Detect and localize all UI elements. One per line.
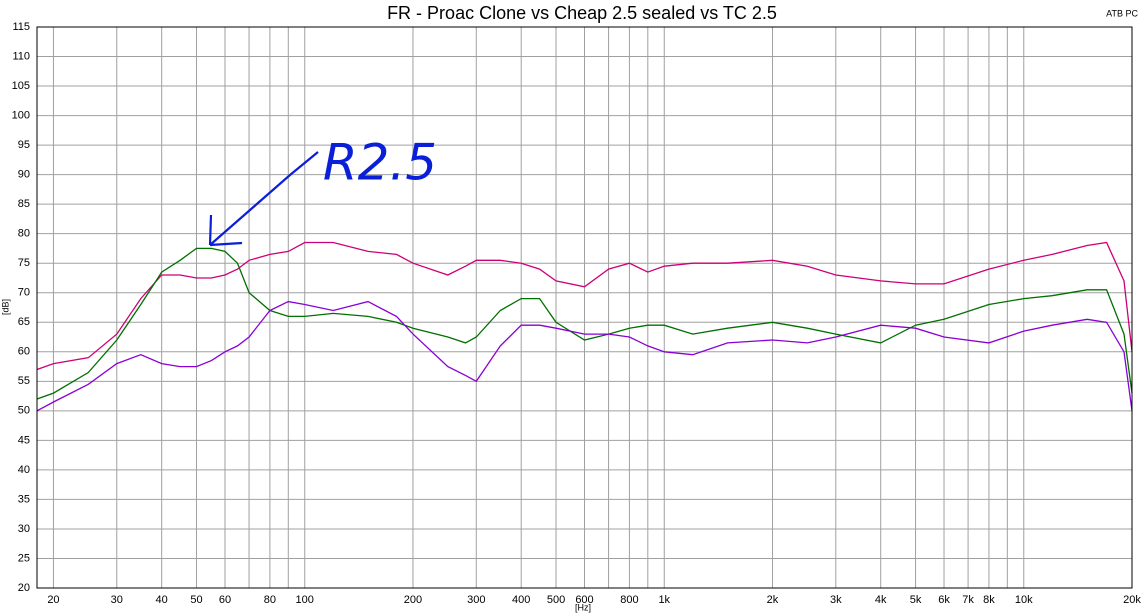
series-line: [36, 300, 1133, 412]
y-tick-label: 40: [18, 464, 30, 476]
y-tick-label: 30: [18, 523, 30, 535]
x-tick-label: 600: [575, 594, 593, 606]
grid: 20 25 30 35 40 45 50 55 60 65 70 75 80 85 90 95 100 105 11…: [12, 21, 1142, 606]
x-tick-label: 6k: [938, 594, 950, 606]
y-tick-label: 105: [12, 80, 30, 92]
x-tick-label: 300: [467, 594, 485, 606]
x-tick-label: 40: [156, 594, 168, 606]
y-tick-label: 75: [18, 257, 30, 269]
y-tick-label: 20: [18, 582, 30, 594]
x-axis-label: [Hz]: [575, 602, 591, 612]
y-tick-label: 115: [12, 21, 30, 33]
y-tick-label: 60: [18, 346, 30, 358]
plot-frame: [36, 26, 1133, 589]
y-tick-label: 110: [12, 50, 30, 62]
annotation-arrow: [208, 151, 319, 247]
series-line: [36, 247, 1133, 400]
x-tick-label: 20k: [1123, 594, 1141, 606]
y-tick-label: 50: [18, 405, 30, 417]
chart-title: FR - Proac Clone vs Cheap 2.5 sealed vs …: [387, 3, 777, 23]
y-tick-label: 55: [18, 375, 30, 387]
y-tick-label: 95: [18, 139, 30, 151]
y-tick-label: 100: [12, 109, 30, 121]
x-tick-label: 30: [111, 594, 123, 606]
x-tick-label: 800: [620, 594, 638, 606]
y-tick-label: 70: [18, 287, 30, 299]
x-tick-label: 200: [404, 594, 422, 606]
y-tick-label: 45: [18, 434, 30, 446]
x-tick-label: 3k: [830, 594, 842, 606]
x-tick-label: 20: [47, 594, 59, 606]
x-tick-label: 60: [219, 594, 231, 606]
series-line: [36, 241, 1133, 371]
y-tick-label: 35: [18, 493, 30, 505]
x-tick-label: 5k: [910, 594, 922, 606]
y-tick-label: 65: [18, 316, 30, 328]
y-tick-label: 85: [18, 198, 30, 210]
x-tick-label: 4k: [875, 594, 887, 606]
x-tick-label: 50: [190, 594, 202, 606]
y-tick-label: 90: [18, 169, 30, 181]
y-axis-label: [dB]: [0, 299, 10, 315]
x-tick-label: 500: [547, 594, 565, 606]
x-tick-label: 10k: [1015, 594, 1033, 606]
annotation: R2.5: [323, 134, 437, 192]
y-tick-label: 80: [18, 228, 30, 240]
x-tick-label: 100: [296, 594, 314, 606]
x-tick-label: 80: [264, 594, 276, 606]
x-tick-label: 1k: [658, 594, 670, 606]
x-tick-label: 7k: [962, 594, 974, 606]
x-tick-label: 8k: [983, 594, 995, 606]
data: [36, 241, 1133, 412]
x-tick-label: 2k: [767, 594, 779, 606]
corner-label: ATB PC: [1106, 8, 1138, 18]
x-tick-label: 400: [512, 594, 530, 606]
y-tick-label: 25: [18, 552, 30, 564]
